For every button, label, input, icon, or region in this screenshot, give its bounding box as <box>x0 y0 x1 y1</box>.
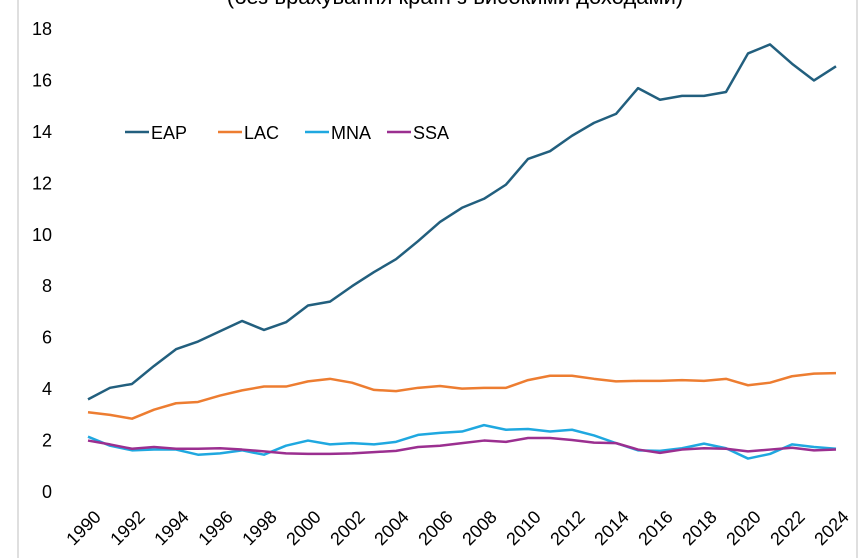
y-tick-label: 16 <box>32 70 52 90</box>
x-tick-label: 2018 <box>678 507 720 549</box>
legend-label: MNA <box>331 123 371 143</box>
x-tick-label: 1992 <box>106 507 148 549</box>
y-tick-label: 10 <box>32 225 52 245</box>
x-tick-label: 2006 <box>414 507 456 549</box>
chart-subtitle: (без врахування країн з високими доходам… <box>227 0 684 9</box>
series-line <box>87 436 837 456</box>
x-tick-label: 2024 <box>810 507 852 549</box>
y-tick-label: 2 <box>42 431 52 451</box>
y-tick-label: 6 <box>42 328 52 348</box>
series-line <box>87 371 837 420</box>
legend-label: SSA <box>413 123 449 143</box>
y-tick-label: 4 <box>42 379 52 399</box>
x-tick-label: 2020 <box>722 507 764 549</box>
x-tick-label: 2010 <box>502 507 544 549</box>
y-tick-label: 12 <box>32 173 52 193</box>
x-tick-label: 2022 <box>766 507 808 549</box>
x-tick-label: 2000 <box>282 507 324 549</box>
x-tick-label: 2002 <box>326 507 368 549</box>
series-line <box>87 43 837 401</box>
x-tick-label: 2014 <box>590 507 632 549</box>
y-tick-label: 14 <box>32 122 52 142</box>
legend-label: LAC <box>244 123 279 143</box>
x-tick-label: 1990 <box>62 507 104 549</box>
x-tick-label: 2012 <box>546 507 588 549</box>
legend-label: EAP <box>151 123 187 143</box>
series-line <box>87 423 837 460</box>
x-tick-label: 1994 <box>150 507 192 549</box>
y-tick-label: 0 <box>42 482 52 502</box>
x-tick-label: 2004 <box>370 507 412 549</box>
x-tick-label: 2016 <box>634 507 676 549</box>
y-tick-label: 18 <box>32 19 52 39</box>
x-tick-label: 1996 <box>194 507 236 549</box>
x-tick-label: 2008 <box>458 507 500 549</box>
y-tick-label: 8 <box>42 276 52 296</box>
x-tick-label: 1998 <box>238 507 280 549</box>
